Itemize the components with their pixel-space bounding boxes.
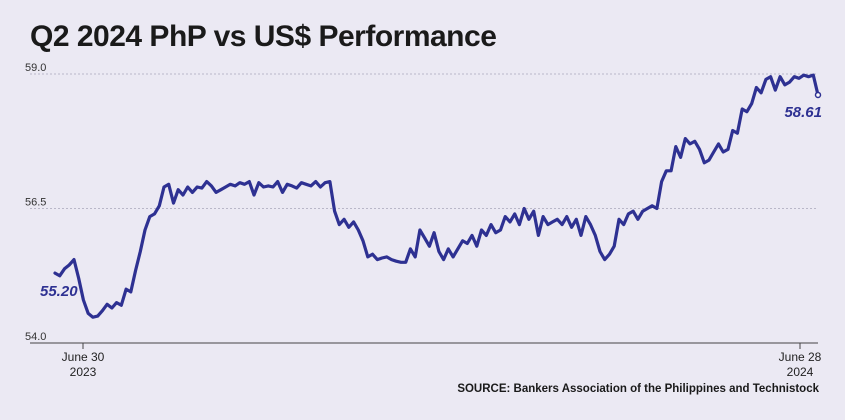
x-tick-label: 2024 [787, 365, 814, 379]
x-tick-label: June 28 [779, 350, 822, 364]
y-tick-label: 56.5 [25, 197, 46, 209]
start-value-label: 55.20 [40, 283, 78, 300]
end-point-marker [814, 91, 822, 99]
end-value-label: 58.61 [784, 104, 822, 121]
y-tick-label: 59.0 [25, 62, 46, 74]
y-tick-label: 54.0 [25, 331, 46, 343]
source-note: SOURCE: Bankers Association of the Phili… [457, 383, 819, 395]
chart-title: Q2 2024 PhP vs US$ Performance [30, 20, 497, 53]
series-line [53, 73, 820, 319]
x-tick-label: 2023 [70, 365, 97, 379]
x-tick-label: June 30 [62, 350, 105, 364]
